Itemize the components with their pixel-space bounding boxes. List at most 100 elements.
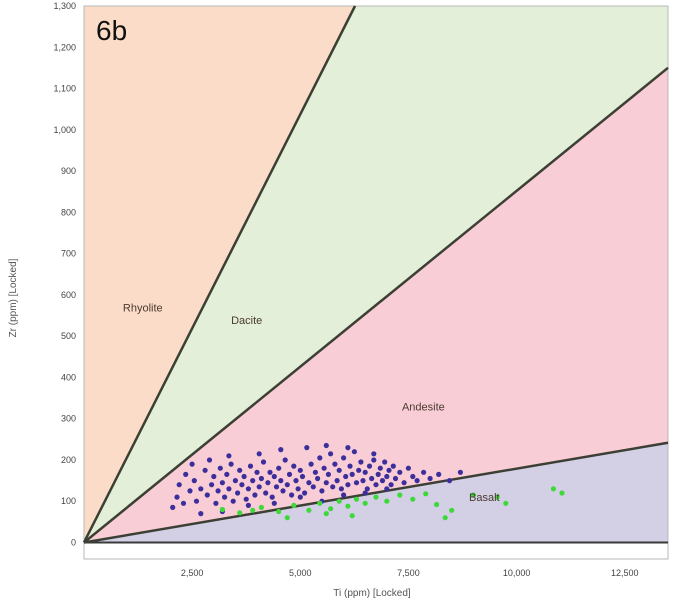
series-1-point: [494, 494, 500, 500]
series-0-point: [410, 473, 416, 480]
series-0-point: [228, 461, 234, 467]
series-0-point: [332, 461, 338, 467]
series-0-point: [338, 486, 344, 492]
series-0-point: [302, 490, 308, 496]
series-0-point: [356, 467, 362, 473]
series-0-point: [211, 473, 217, 480]
series-0-point: [193, 498, 200, 504]
series-0-point: [421, 469, 427, 475]
y-tick-label: 800: [61, 207, 76, 217]
series-0-point: [306, 480, 312, 486]
series-0-point: [390, 463, 396, 469]
series-1-point: [317, 500, 323, 506]
series-0-point: [373, 482, 379, 488]
series-1-point: [336, 498, 342, 504]
series-0-point: [362, 490, 368, 496]
series-0-point: [349, 471, 355, 477]
series-0-point: [457, 469, 463, 475]
series-0-point: [427, 475, 433, 482]
series-0-point: [269, 494, 275, 500]
series-0-point: [245, 502, 251, 508]
series-1-point: [410, 496, 416, 502]
series-1-point: [384, 498, 390, 504]
series-0-point: [386, 467, 392, 473]
series-0-point: [271, 473, 277, 480]
series-1-point: [550, 486, 557, 492]
series-0-point: [343, 473, 349, 480]
series-0-point: [341, 492, 347, 498]
series-0-point: [278, 447, 284, 453]
y-tick-label: 900: [61, 166, 76, 176]
series-0-point: [237, 467, 243, 473]
y-tick-label: 0: [71, 537, 76, 547]
series-0-point: [293, 478, 299, 484]
series-0-point: [222, 494, 228, 500]
series-0-point: [209, 482, 215, 488]
panel-label: 6b: [96, 15, 127, 46]
series-0-point: [347, 463, 353, 469]
series-0-point: [336, 467, 342, 473]
series-0-point: [280, 488, 286, 494]
series-0-point: [371, 451, 377, 457]
series-0-point: [235, 490, 241, 496]
series-1-point: [323, 510, 329, 517]
series-1-point: [258, 504, 264, 510]
series-0-point: [226, 486, 232, 492]
series-0-point: [382, 459, 388, 465]
region-dacite: [84, 6, 668, 543]
series-0-point: [414, 478, 420, 484]
series-0-point: [174, 494, 180, 500]
series-0-point: [330, 484, 336, 490]
below-zero-band: [84, 542, 668, 559]
series-0-point: [258, 475, 264, 482]
series-0-point: [213, 500, 219, 506]
series-0-point: [263, 490, 269, 496]
series-0-point: [256, 484, 262, 490]
x-axis-title: Ti (ppm) [Locked]: [333, 588, 411, 599]
series-0-point: [341, 455, 347, 461]
classification-regions: [84, 6, 668, 559]
series-0-point: [366, 463, 373, 469]
series-0-point: [254, 469, 260, 475]
series-0-point: [170, 504, 176, 510]
series-0-point: [328, 451, 334, 457]
y-tick-label: 300: [61, 414, 76, 424]
series-0-point: [362, 469, 368, 475]
series-0-point: [183, 471, 189, 477]
series-1-point: [362, 500, 368, 506]
series-0-point: [364, 486, 370, 492]
series-0-point: [388, 482, 394, 488]
series-0-point: [289, 492, 295, 498]
boundary-andesite-basalt: [83, 441, 669, 544]
series-0-point: [260, 459, 267, 465]
series-0-point: [315, 475, 321, 482]
series-0-point: [230, 498, 236, 504]
series-0-point: [176, 482, 182, 488]
series-1-point: [349, 513, 355, 519]
series-0-point: [191, 478, 197, 484]
data-points: [170, 442, 565, 521]
series-1-point: [442, 515, 448, 521]
x-tick-label: 10,000: [503, 568, 531, 578]
series-0-point: [384, 473, 390, 480]
series-1-point: [503, 500, 509, 506]
series-0-point: [217, 465, 223, 471]
series-0-point: [198, 486, 204, 492]
series-0-point: [226, 453, 232, 459]
series-0-point: [358, 459, 364, 465]
series-1-point: [219, 506, 225, 513]
plot-frame: [83, 5, 669, 560]
series-0-point: [206, 457, 213, 463]
series-0-point: [446, 478, 453, 484]
boundary-rhyolite-dacite: [82, 5, 357, 544]
series-0-point: [371, 457, 377, 463]
series-0-point: [375, 471, 381, 477]
series-0-point: [308, 461, 314, 467]
series-0-point: [291, 463, 297, 469]
series-1-point: [306, 507, 312, 513]
y-tick-label: 500: [61, 331, 76, 341]
boundary-dacite-andesite: [83, 66, 669, 544]
y-tick-label: 1,000: [53, 125, 76, 135]
y-tick-label: 700: [61, 249, 76, 259]
series-0-point: [310, 484, 316, 490]
